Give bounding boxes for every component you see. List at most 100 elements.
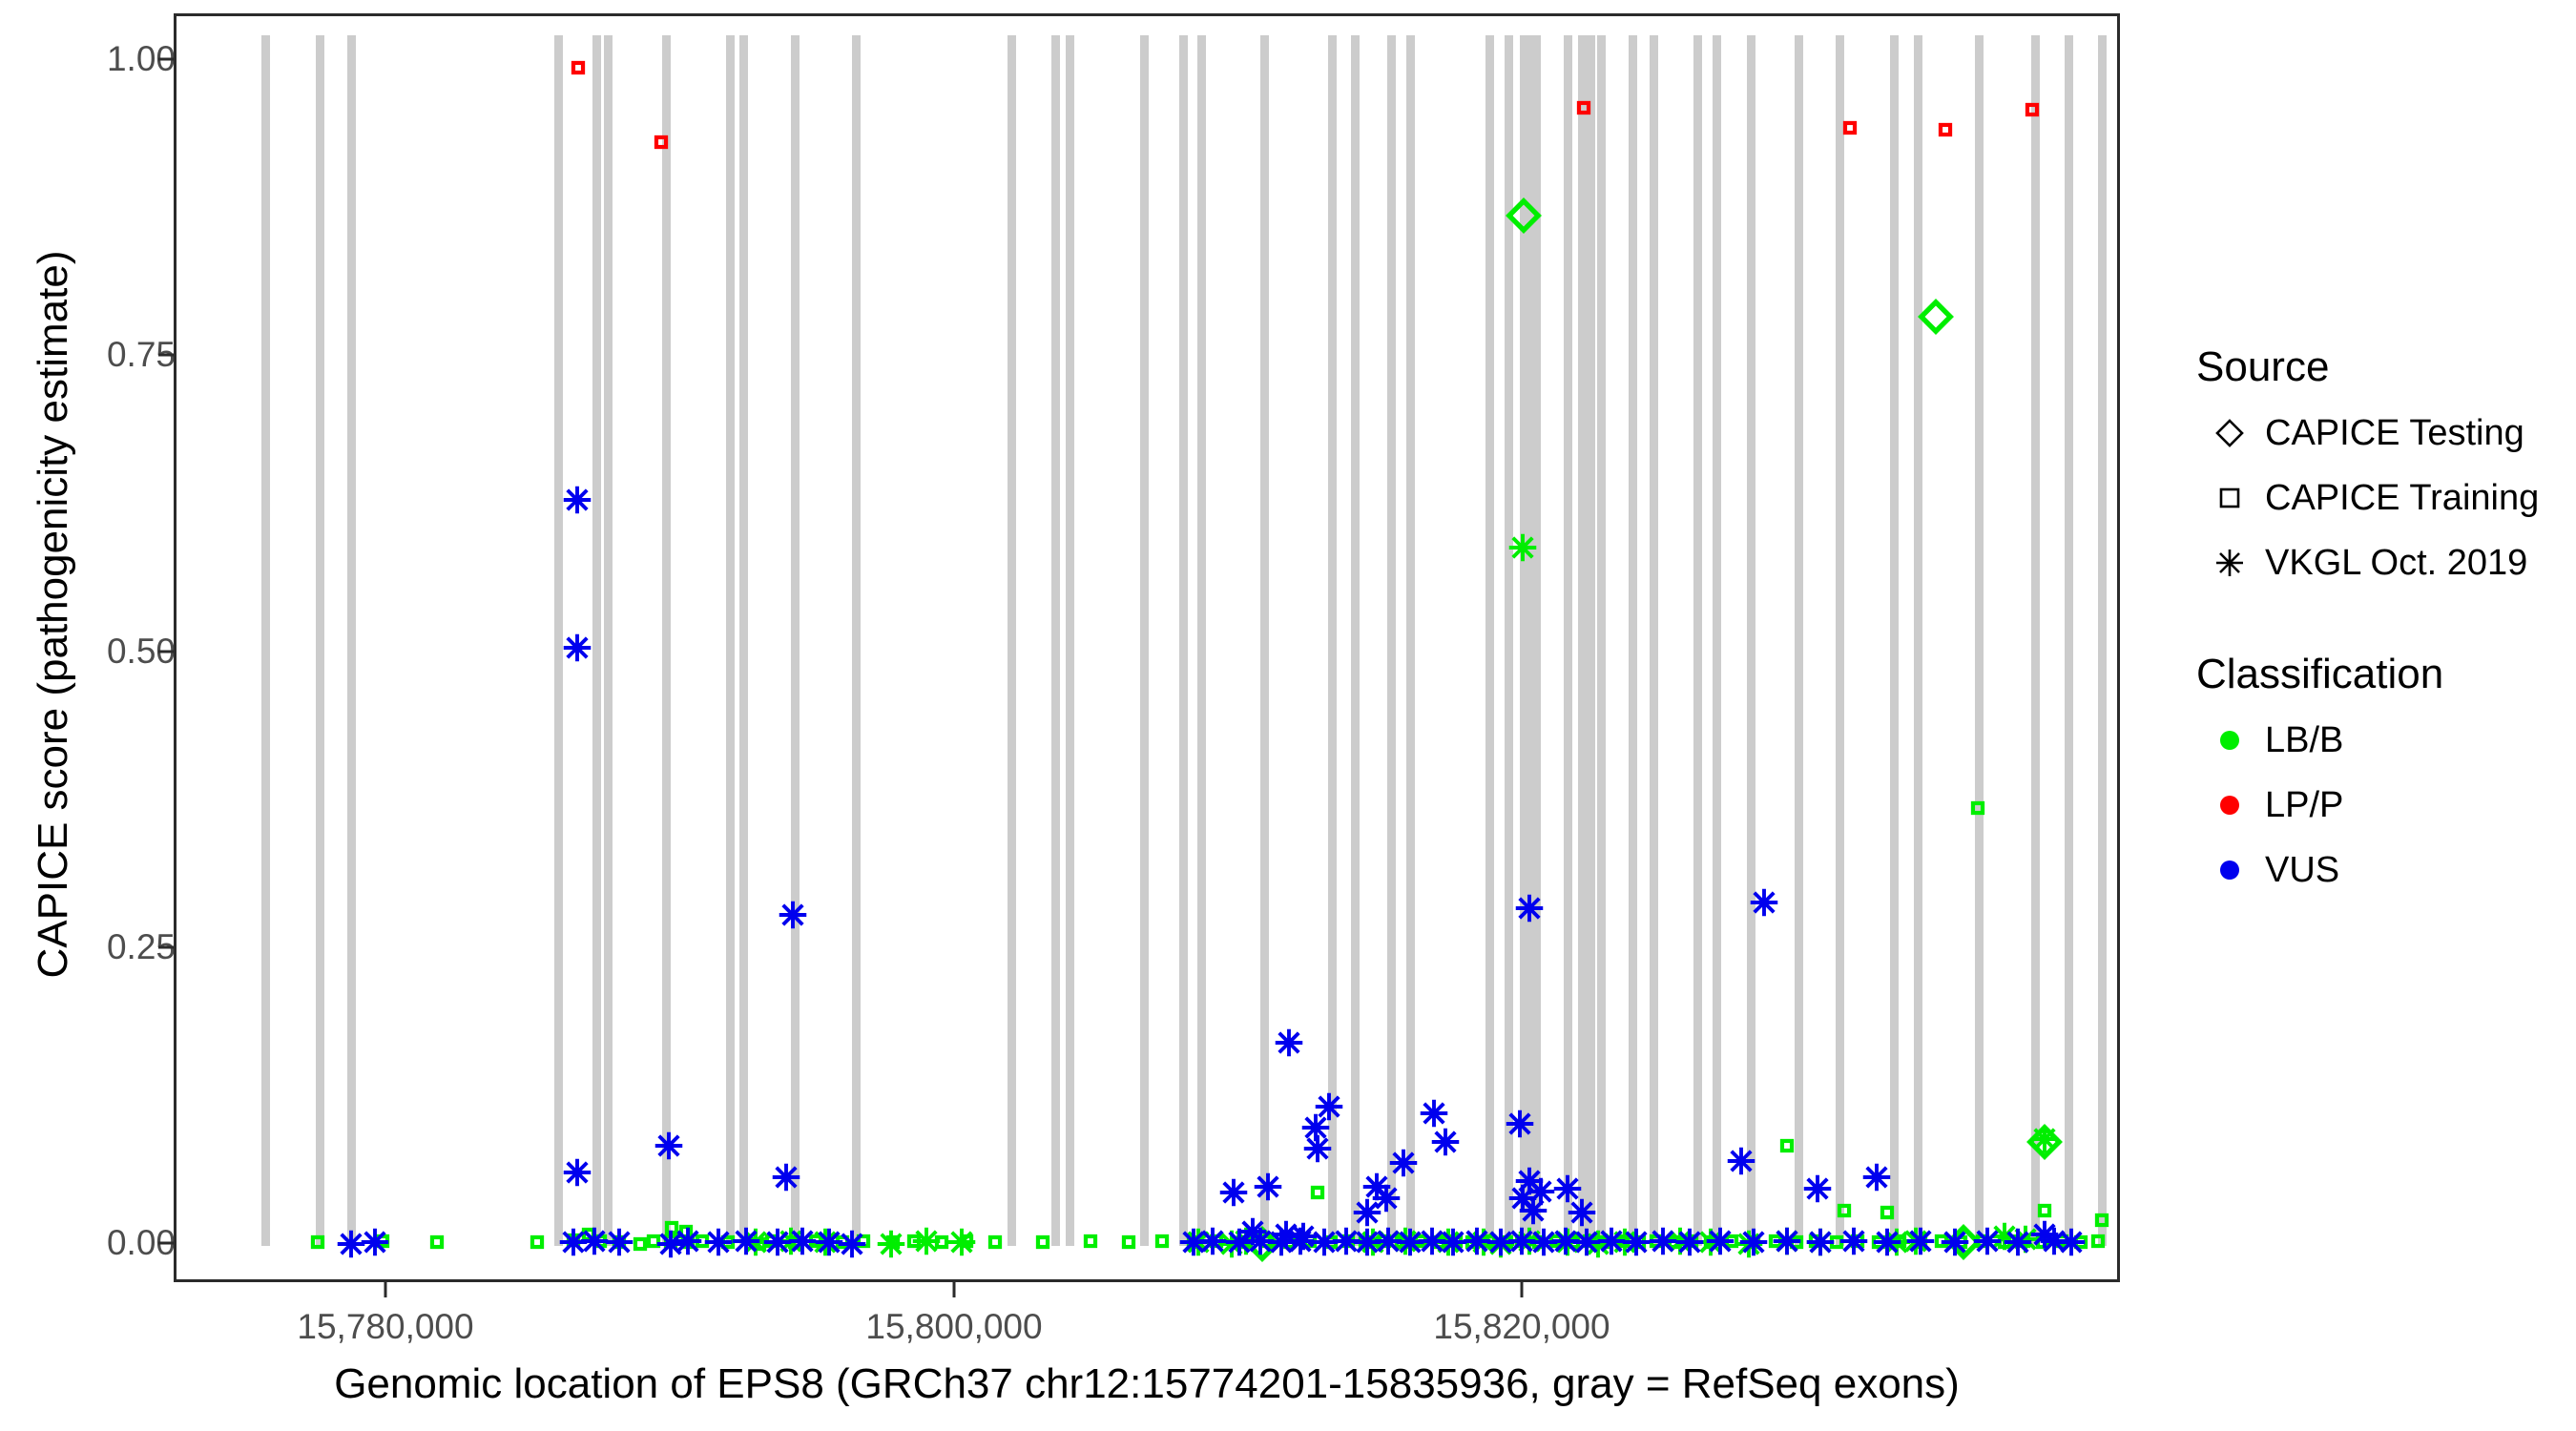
exon-bar [1386,35,1396,1246]
data-point [565,54,592,81]
y-axis-title: CAPICE score (pathogenicity estimate) [30,250,76,979]
exon-bar [1586,35,1595,1246]
data-point [1301,1113,1330,1142]
data-point [880,1229,906,1255]
data-point [788,1227,817,1255]
exon-bar [260,35,270,1246]
y-tick-mark [158,1241,174,1245]
exon-bar [1139,35,1149,1246]
exon-bar [1007,35,1016,1246]
data-point [674,1227,702,1255]
legend-item-vus[interactable]: VUS [2194,838,2557,902]
data-point [1918,298,1954,335]
data-point [953,1228,980,1255]
exon-bar [1485,35,1494,1246]
data-point [654,1131,683,1160]
data-point [2004,1228,2032,1256]
x-tick-label: 15,800,000 [865,1307,1043,1346]
data-point [2088,1207,2115,1234]
data-point [1439,1228,1467,1256]
data-point [1219,1178,1248,1207]
dot-icon-vus [2194,851,2265,889]
data-point [1572,1228,1601,1256]
exon-bar [1628,35,1637,1246]
legend-item-lbb[interactable]: LB/B [2194,708,2557,773]
x-tick-mark [952,1282,956,1297]
plot-area [177,16,2117,1279]
data-point [1803,1174,1832,1203]
legend-label-lpp: LP/P [2265,784,2344,825]
data-point [1774,1132,1800,1159]
data-point [424,1229,450,1255]
data-point [1806,1228,1835,1256]
exon-bar [1563,35,1572,1246]
data-point [1077,1228,1104,1255]
data-point [1198,1227,1227,1255]
data-point [1622,1228,1651,1256]
data-point [337,1230,365,1258]
y-tick-mark [158,353,174,357]
exon-bar [1746,35,1755,1246]
legend-item-capice-testing[interactable]: CAPICE Testing [2194,401,2557,466]
data-point [1420,1099,1448,1128]
data-point [982,1229,1008,1255]
plot-panel [174,13,2120,1282]
y-tick-mark [158,57,174,61]
data-point [1727,1147,1755,1175]
data-point [1874,1199,1901,1226]
exon-bar [738,35,748,1246]
exon-bar [790,35,800,1246]
data-point [1750,888,1778,917]
data-point [1315,1092,1343,1121]
x-tick-mark [1520,1282,1524,1297]
exon-bar [1531,35,1541,1246]
exon-bar [725,35,735,1246]
legend-item-capice-training[interactable]: CAPICE Training [2194,466,2557,530]
data-point [928,1229,955,1255]
exon-bar [1050,35,1060,1246]
legend-label-capice-training: CAPICE Training [2265,477,2540,518]
exon-bar [1974,35,1984,1246]
exon-bar [1350,35,1360,1246]
data-point [1964,795,1991,821]
exon-bar [603,35,613,1246]
exon-bar [346,35,356,1246]
data-point [1286,1227,1315,1255]
data-point [1527,1177,1555,1206]
legend-item-lpp[interactable]: LP/P [2194,773,2557,838]
exon-bar [1519,35,1528,1246]
exon-bar [1259,35,1269,1246]
data-point [1389,1149,1418,1177]
exon-bar [1525,35,1534,1246]
data-point [580,1227,609,1255]
data-point [1304,1179,1331,1206]
exon-bar [592,35,601,1246]
data-point [1941,1228,1969,1256]
exon-bar [2097,35,2107,1246]
data-point [1515,894,1544,923]
exon-bar [1577,35,1587,1246]
data-point [704,1228,733,1256]
legend-label-vkgl: VKGL Oct. 2019 [2265,542,2528,583]
legend-title-source: Source [2196,343,2330,390]
exon-bar [1794,35,1803,1246]
data-point [1029,1229,1056,1255]
data-point [361,1228,389,1256]
x-tick-mark [384,1282,387,1297]
data-point [1862,1163,1891,1192]
x-tick-label: 15,820,000 [1433,1307,1610,1346]
legend-item-vkgl[interactable]: VKGL Oct. 2019 [2194,530,2557,595]
exon-bar [1889,35,1899,1246]
data-point [2040,1227,2068,1255]
data-point [2031,1197,2058,1224]
data-point [1906,1227,1935,1255]
data-point [563,486,592,514]
data-point [1506,1110,1534,1138]
data-point [563,633,592,662]
exon-bar [1835,35,1844,1246]
data-point [732,1227,760,1255]
exon-bar [553,35,563,1246]
legend-group-classification: Classification LB/B LP/P VUS [2194,651,2557,902]
data-point [1597,1227,1626,1255]
exon-bar [1913,35,1922,1246]
